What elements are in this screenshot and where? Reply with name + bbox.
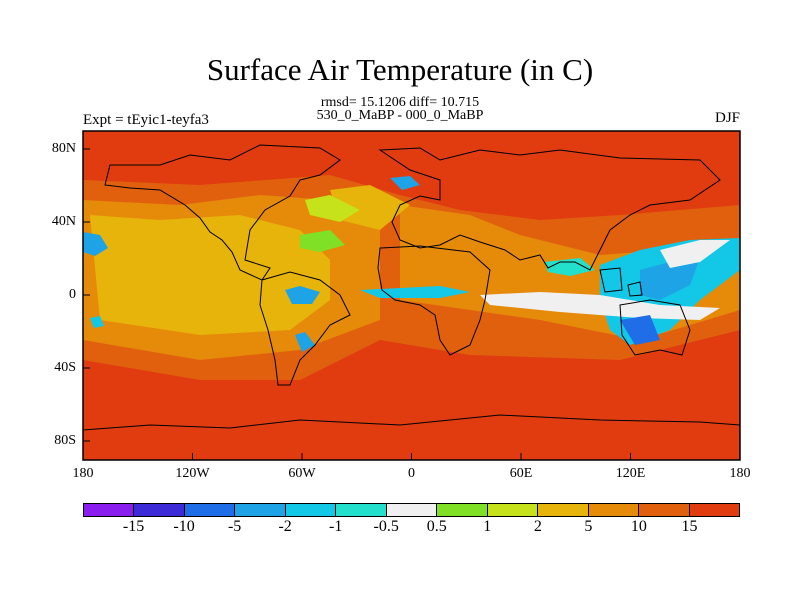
legend-swatch	[386, 504, 438, 516]
legend-swatch	[538, 504, 589, 516]
x-tick-label: 120E	[615, 466, 646, 481]
experiment-id: Expt = tEyic1-teyfa3	[83, 112, 209, 128]
color-legend	[83, 503, 740, 517]
y-tick-label: 40N	[51, 214, 76, 229]
legend-swatch	[487, 504, 539, 516]
legend-swatch	[84, 504, 135, 516]
continent-outlines	[82, 144, 741, 431]
y-tick-label: 80S	[54, 433, 76, 448]
experiment-period: 530_0_MaBP - 000_0_MaBP	[316, 108, 484, 123]
legend-swatch	[639, 504, 690, 516]
x-tick-label: 180	[729, 466, 751, 481]
legend-label: 0.5	[426, 518, 447, 535]
legend-label: -10	[173, 518, 195, 535]
x-tick-label: 60E	[509, 466, 533, 481]
legend-swatch	[336, 504, 387, 516]
map-title: Surface Air Temperature (in C)	[206, 52, 594, 87]
season-label: DJF	[714, 110, 740, 126]
y-tick-label: 40S	[54, 360, 76, 375]
legend-label: 15	[681, 518, 698, 535]
rmsd-diff-stats: rmsd= 15.1206 diff= 10.715	[320, 95, 480, 110]
legend-label: -15	[122, 518, 145, 535]
x-tick-label: 120W	[175, 466, 210, 481]
y-tick-label: 0	[69, 287, 76, 302]
legend-label: -1	[329, 518, 343, 535]
legend-label: 10	[630, 518, 647, 535]
x-tick-label: 180	[72, 466, 94, 481]
legend-swatch	[588, 504, 640, 516]
legend-label: -5	[227, 518, 242, 535]
legend-swatch	[285, 504, 337, 516]
y-tick-label: 80N	[51, 141, 76, 156]
legend-label: -0.5	[373, 518, 399, 535]
legend-label: 2	[533, 518, 542, 535]
contour-field	[83, 131, 740, 460]
legend-swatch	[689, 504, 740, 516]
x-tick-label: 60W	[288, 466, 316, 481]
legend-swatch	[134, 504, 185, 516]
legend-label: 5	[584, 518, 593, 535]
legend-swatch	[437, 504, 488, 516]
legend-label: -2	[278, 518, 292, 535]
legend-swatch	[235, 504, 286, 516]
legend-swatch	[184, 504, 236, 516]
x-tick-label: 0	[408, 466, 415, 481]
legend-label: 1	[483, 518, 492, 535]
tick-marks	[83, 148, 631, 460]
